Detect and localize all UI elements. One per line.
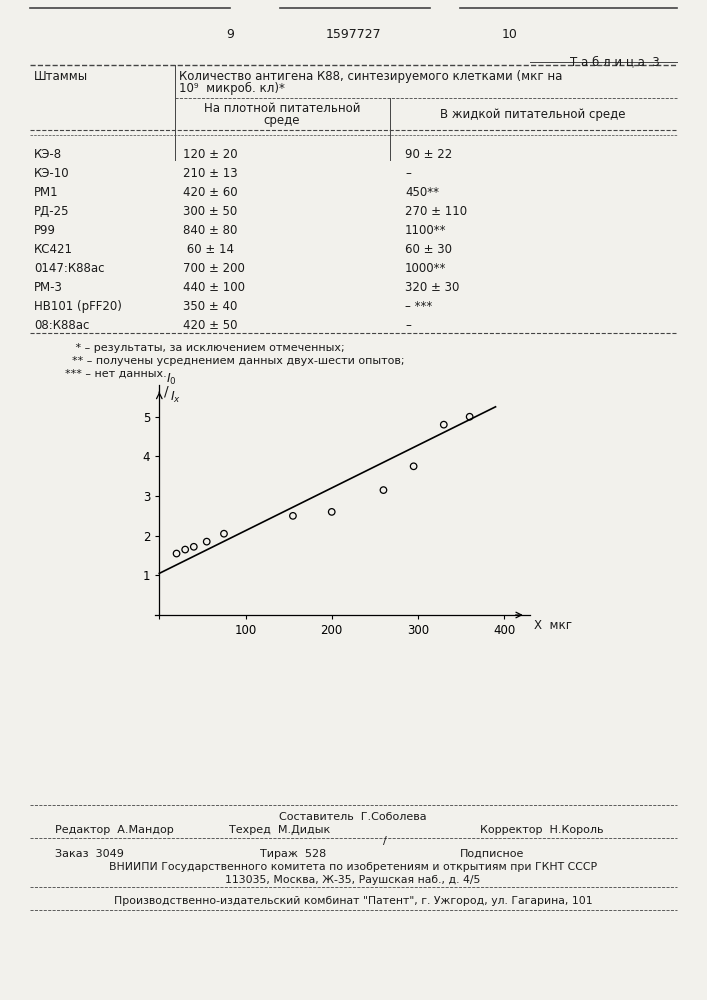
Text: 1100**: 1100** [405,224,447,237]
Text: 0147:К88ас: 0147:К88ас [34,262,105,275]
Text: 440 ± 100: 440 ± 100 [183,281,245,294]
Text: Составитель  Г.Соболева: Составитель Г.Соболева [279,812,427,822]
Point [438,417,450,433]
Text: –: – [405,167,411,180]
Text: /: / [383,836,387,846]
Text: КС421: КС421 [34,243,73,256]
Point [287,508,298,524]
Text: Р99: Р99 [34,224,56,237]
Text: ВНИИПИ Государственного комитета по изобретениям и открытиям при ГКНТ СССР: ВНИИПИ Государственного комитета по изоб… [109,862,597,872]
Point [378,482,389,498]
Text: $I_0$: $I_0$ [166,372,177,387]
Text: Производственно-издательский комбинат "Патент", г. Ужгород, ул. Гагарина, 101: Производственно-издательский комбинат "П… [114,896,592,906]
Point [408,458,419,474]
Text: Штаммы: Штаммы [34,70,88,83]
Text: РМ1: РМ1 [34,186,59,199]
Text: 60 ± 30: 60 ± 30 [405,243,452,256]
Text: 90 ± 22: 90 ± 22 [405,148,452,161]
Text: 420 ± 60: 420 ± 60 [183,186,238,199]
Text: Т а б л и ц а  3: Т а б л и ц а 3 [571,55,660,68]
Text: Тираж  528: Тираж 528 [260,849,326,859]
Text: 120 ± 20: 120 ± 20 [183,148,238,161]
Text: –: – [405,319,411,332]
Point [171,546,182,562]
Point [464,409,475,425]
Text: РД-25: РД-25 [34,205,69,218]
Text: 210 ± 13: 210 ± 13 [183,167,238,180]
Text: $I_x$: $I_x$ [170,390,180,405]
Text: Корректор  Н.Король: Корректор Н.Король [480,825,604,835]
Text: 350 ± 40: 350 ± 40 [183,300,238,313]
Text: Х  мкг: Х мкг [534,619,572,632]
Text: 300 ± 50: 300 ± 50 [183,205,238,218]
Text: 08:К88ас: 08:К88ас [34,319,89,332]
Text: 10⁹  микроб. кл)*: 10⁹ микроб. кл)* [179,82,285,95]
Text: Подписное: Подписное [460,849,525,859]
Text: КЭ-8: КЭ-8 [34,148,62,161]
Text: 420 ± 50: 420 ± 50 [183,319,238,332]
Point [188,539,199,555]
Text: Заказ  3049: Заказ 3049 [55,849,124,859]
Text: НВ101 (рFF20): НВ101 (рFF20) [34,300,122,313]
Text: На плотной питательной: На плотной питательной [204,102,361,115]
Text: РМ-3: РМ-3 [34,281,63,294]
Text: 60 ± 14: 60 ± 14 [183,243,234,256]
Point [326,504,337,520]
Point [218,526,230,542]
Text: Редактор  А.Мандор: Редактор А.Мандор [55,825,174,835]
Point [180,542,191,558]
Text: – ***: – *** [405,300,432,313]
Text: *** – нет данных.: *** – нет данных. [65,369,167,379]
Text: ** – получены усреднением данных двух-шести опытов;: ** – получены усреднением данных двух-ше… [65,356,404,366]
Text: 270 ± 110: 270 ± 110 [405,205,467,218]
Text: 450**: 450** [405,186,439,199]
Text: * – результаты, за исключением отмеченных;: * – результаты, за исключением отмеченны… [65,343,344,353]
Text: среде: среде [264,114,300,127]
Text: 1000**: 1000** [405,262,446,275]
Text: КЭ-10: КЭ-10 [34,167,69,180]
Text: Количество антигена К88, синтезируемого клетками (мкг на: Количество антигена К88, синтезируемого … [179,70,562,83]
Text: 320 ± 30: 320 ± 30 [405,281,460,294]
Text: Техред  М.Дидык: Техред М.Дидык [229,825,331,835]
Text: 9: 9 [226,28,234,41]
Text: 840 ± 80: 840 ± 80 [183,224,238,237]
Text: /: / [163,385,168,399]
Text: 1597727: 1597727 [325,28,381,41]
Text: 700 ± 200: 700 ± 200 [183,262,245,275]
Point [201,534,212,550]
Text: 113035, Москва, Ж-35, Раушская наб., д. 4/5: 113035, Москва, Ж-35, Раушская наб., д. … [226,875,481,885]
Text: В жидкой питательной среде: В жидкой питательной среде [440,108,626,121]
Text: 10: 10 [502,28,518,41]
